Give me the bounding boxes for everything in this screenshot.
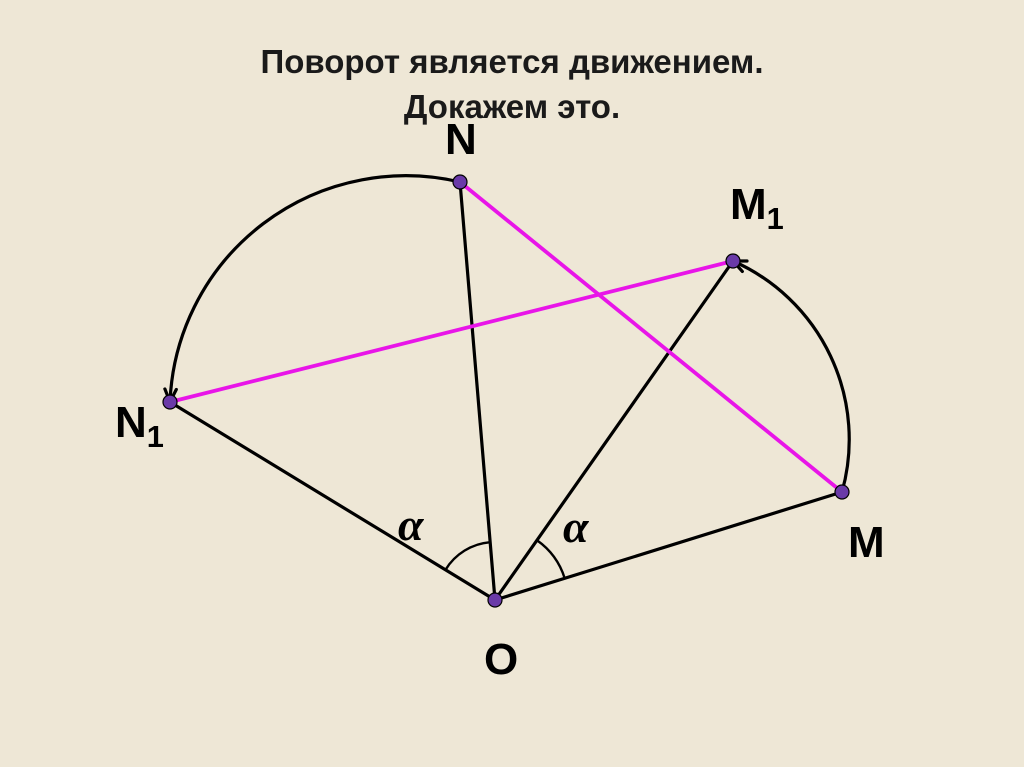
label-m: M	[848, 518, 885, 568]
label-m1: M1	[730, 180, 784, 237]
label-n: N	[445, 115, 477, 165]
label-o: O	[484, 635, 518, 685]
title-block: Поворот является движением. Докажем это.	[0, 40, 1024, 129]
label-n1: N1	[115, 398, 164, 455]
title-line-2: Докажем это.	[0, 85, 1024, 130]
title-line-1: Поворот является движением.	[0, 40, 1024, 85]
label-alpha_right: α	[563, 500, 588, 553]
label-alpha_left: α	[398, 498, 423, 551]
labels-layer: OMM1NN1αα	[0, 140, 1024, 740]
